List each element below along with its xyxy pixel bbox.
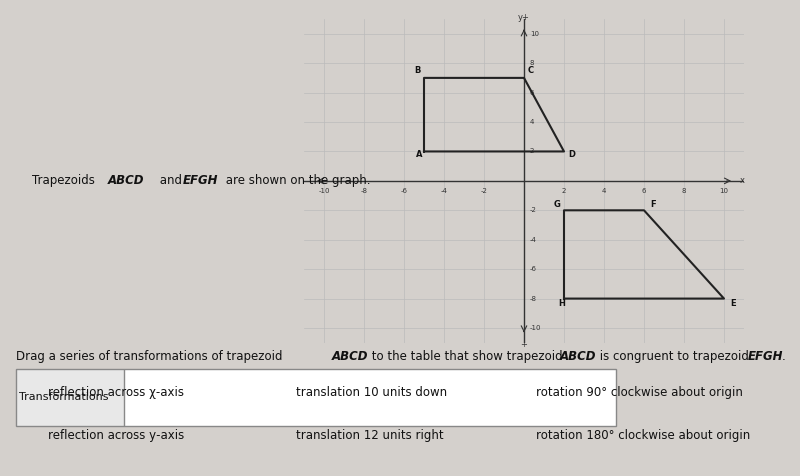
Text: rotation 180° clockwise about origin: rotation 180° clockwise about origin: [536, 429, 750, 442]
Text: 4: 4: [602, 188, 606, 194]
Text: -6: -6: [530, 266, 537, 272]
Text: D: D: [568, 150, 575, 159]
Text: x: x: [740, 177, 745, 185]
Text: translation 10 units down: translation 10 units down: [296, 386, 447, 399]
Text: ABCD: ABCD: [108, 174, 145, 188]
Text: -4: -4: [441, 188, 447, 194]
Text: ABCD: ABCD: [560, 350, 597, 363]
Text: -10: -10: [318, 188, 330, 194]
Text: to the table that show trapezoid: to the table that show trapezoid: [368, 350, 566, 363]
Text: rotation 90° clockwise about origin: rotation 90° clockwise about origin: [536, 386, 743, 399]
Text: are shown on the graph.: are shown on the graph.: [222, 174, 371, 188]
FancyBboxPatch shape: [16, 369, 616, 426]
Text: -2: -2: [481, 188, 487, 194]
Text: 4: 4: [530, 119, 534, 125]
Text: 10: 10: [530, 31, 539, 37]
Text: 2: 2: [562, 188, 566, 194]
Text: H: H: [558, 299, 565, 308]
Text: 10: 10: [719, 188, 729, 194]
Text: EFGH: EFGH: [182, 174, 218, 188]
Text: is congruent to trapezoid: is congruent to trapezoid: [596, 350, 753, 363]
Text: C: C: [528, 67, 534, 76]
Text: F: F: [650, 200, 656, 209]
Text: +: +: [521, 340, 527, 349]
Text: y+: y+: [518, 13, 530, 22]
Text: A: A: [416, 150, 422, 159]
Text: and: and: [156, 174, 186, 188]
Text: -8: -8: [361, 188, 367, 194]
FancyBboxPatch shape: [16, 369, 124, 426]
Text: -2: -2: [530, 208, 537, 213]
Text: translation 12 units right: translation 12 units right: [296, 429, 444, 442]
Text: -4: -4: [530, 237, 537, 243]
Text: EFGH: EFGH: [748, 350, 783, 363]
Text: -10: -10: [530, 325, 542, 331]
Text: 6: 6: [642, 188, 646, 194]
Text: E: E: [730, 299, 736, 308]
Text: .: .: [782, 350, 786, 363]
Text: Transformations: Transformations: [19, 392, 109, 403]
Text: reflection across у-axis: reflection across у-axis: [48, 429, 184, 442]
Text: -8: -8: [530, 296, 537, 302]
Text: ABCD: ABCD: [332, 350, 369, 363]
Text: 8: 8: [682, 188, 686, 194]
Text: G: G: [554, 200, 561, 209]
Text: 8: 8: [530, 60, 534, 66]
Text: 6: 6: [530, 89, 534, 96]
Text: Drag a series of transformations of trapezoid: Drag a series of transformations of trap…: [16, 350, 286, 363]
Text: -6: -6: [401, 188, 407, 194]
Text: reflection across χ-axis: reflection across χ-axis: [48, 386, 184, 399]
Text: B: B: [414, 67, 420, 76]
Text: 2: 2: [530, 149, 534, 154]
Text: Trapezoids: Trapezoids: [32, 174, 98, 188]
